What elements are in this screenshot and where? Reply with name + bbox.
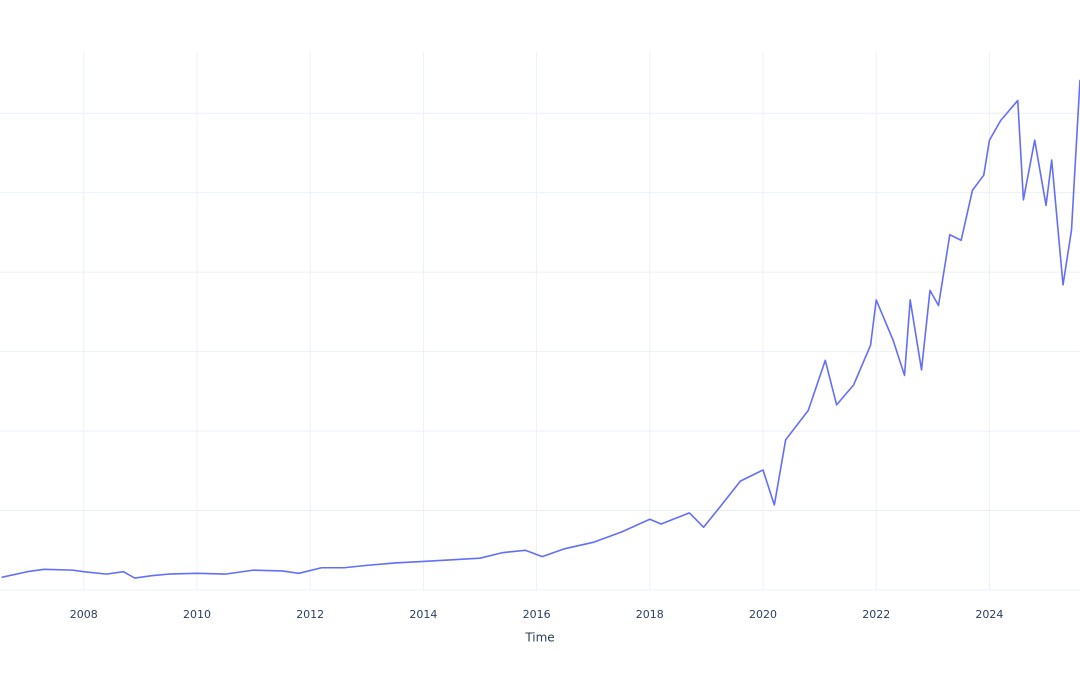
x-axis-title: Time: [524, 631, 554, 645]
x-tick-label: 2016: [523, 608, 551, 621]
x-tick-label: 2020: [749, 608, 777, 621]
x-tick-label: 2024: [975, 608, 1003, 621]
x-tick-label: 2010: [183, 608, 211, 621]
x-tick-label: 2022: [862, 608, 890, 621]
x-tick-label: 2018: [636, 608, 664, 621]
x-tick-label: 2012: [296, 608, 324, 621]
x-tick-label: 2014: [409, 608, 437, 621]
data-line: [1, 79, 1080, 579]
x-tick-label: 2008: [70, 608, 98, 621]
